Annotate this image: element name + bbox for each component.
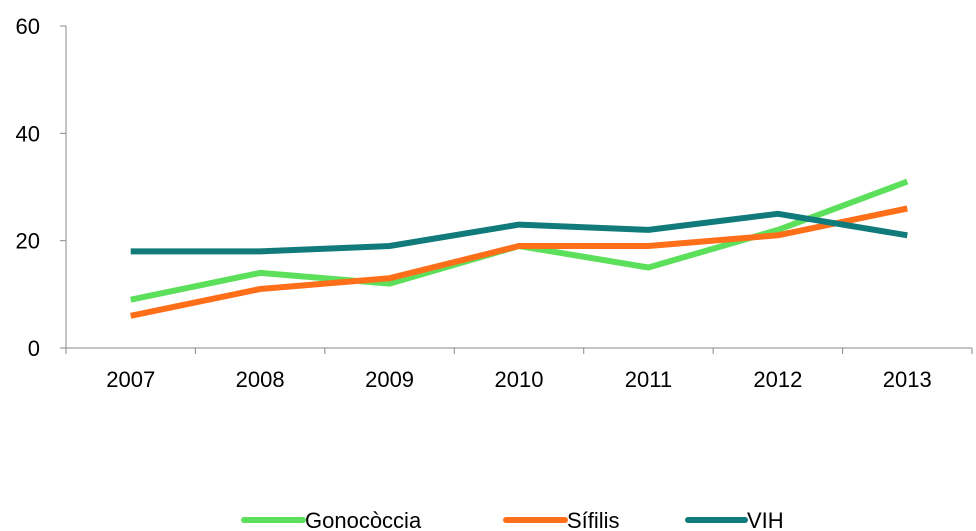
series-line-vih [130,210,908,255]
x-tick-label: 2009 [365,367,414,392]
series-line-sifilis [130,205,908,319]
x-tick-label: 2007 [106,367,155,392]
y-tick-label: 40 [16,121,40,146]
x-tick-label: 2013 [883,367,932,392]
legend: Gonocòccia Sífilis VIH [241,508,784,531]
y-tick-label: 0 [28,336,40,361]
y-tick-label: 60 [16,14,40,39]
series-line-gonococcia [130,178,909,303]
x-tick-label: 2008 [236,367,285,392]
legend-label-gonococcia: Gonocòccia [305,508,422,531]
y-tick-label: 20 [16,229,40,254]
x-tick-label: 2011 [625,367,672,392]
axes: 0 20 40 60 2007 2008 2009 2010 2011 2012 2013 [16,14,973,392]
x-tick-label: 2010 [495,367,544,392]
x-tick-label: 2012 [753,367,802,392]
series-layer [130,178,909,319]
legend-label-sifilis: Sífilis [567,508,620,531]
legend-label-vih: VIH [747,508,784,531]
